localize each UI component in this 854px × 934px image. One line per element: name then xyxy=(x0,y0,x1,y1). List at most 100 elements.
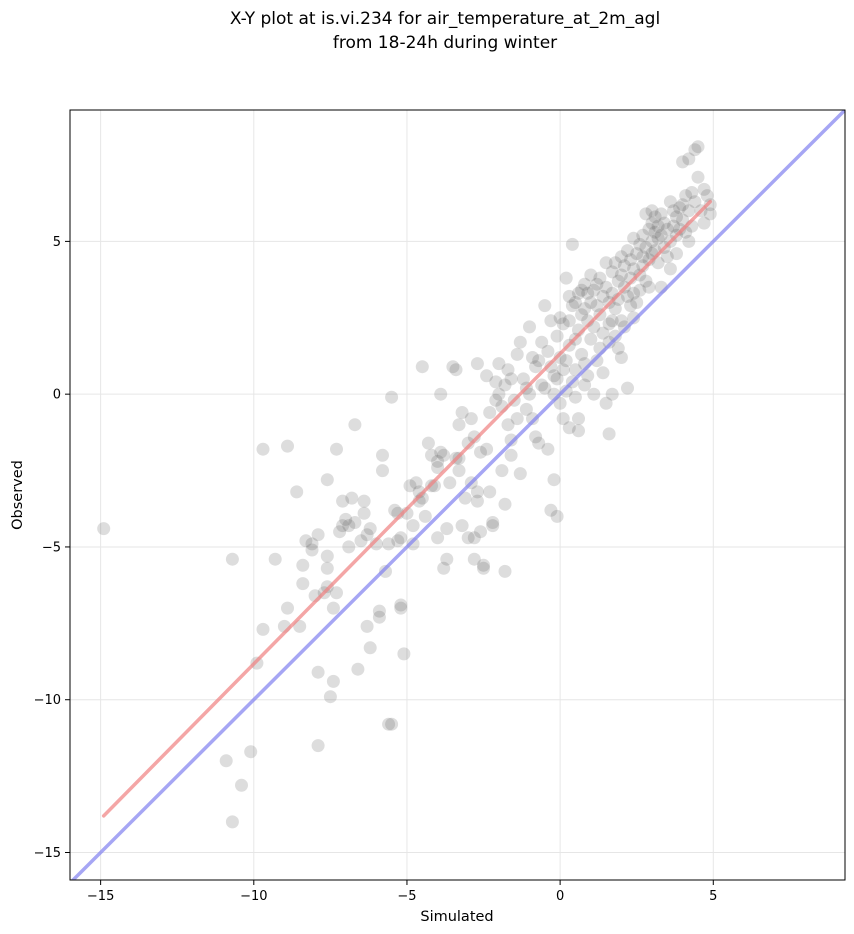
data-point-85 xyxy=(434,387,448,401)
data-point-296 xyxy=(682,204,696,218)
data-point-242 xyxy=(624,253,638,267)
data-point-155 xyxy=(541,442,555,456)
y-tick-label-0: −15 xyxy=(34,846,61,861)
data-point-129 xyxy=(498,378,512,392)
data-point-220 xyxy=(602,335,616,349)
data-point-253 xyxy=(633,283,647,297)
data-point-2 xyxy=(225,815,239,829)
data-point-273 xyxy=(654,207,668,221)
data-point-38 xyxy=(342,540,356,554)
data-point-193 xyxy=(578,277,592,291)
data-point-146 xyxy=(526,351,539,364)
data-point-203 xyxy=(587,283,601,297)
data-point-22 xyxy=(311,665,325,679)
data-point-271 xyxy=(651,231,665,245)
data-point-268 xyxy=(648,225,662,239)
data-point-255 xyxy=(636,250,650,264)
data-point-23 xyxy=(311,739,325,753)
data-point-43 xyxy=(351,662,365,676)
data-point-86 xyxy=(434,445,448,459)
data-point-228 xyxy=(608,329,622,343)
data-point-42 xyxy=(348,418,362,432)
data-point-285 xyxy=(670,210,683,224)
data-point-276 xyxy=(657,216,671,230)
data-point-174 xyxy=(559,384,573,398)
data-point-152 xyxy=(535,378,549,392)
data-point-227 xyxy=(608,302,622,316)
data-point-52 xyxy=(372,604,386,618)
x-tick-label-0: −15 xyxy=(87,889,114,904)
data-point-27 xyxy=(320,549,334,563)
data-point-260 xyxy=(642,222,656,236)
data-point-19 xyxy=(305,543,319,557)
data-point-40 xyxy=(345,491,359,505)
data-point-97 xyxy=(452,418,466,432)
data-point-9 xyxy=(268,552,282,566)
data-point-64 xyxy=(394,531,408,545)
data-point-26 xyxy=(320,561,334,575)
data-point-91 xyxy=(443,476,457,490)
data-point-233 xyxy=(614,268,628,282)
data-point-32 xyxy=(330,586,343,600)
fit-line xyxy=(101,199,712,818)
data-point-55 xyxy=(376,464,389,478)
data-point-301 xyxy=(688,195,702,209)
data-point-33 xyxy=(330,442,343,456)
data-point-151 xyxy=(535,335,549,349)
data-point-31 xyxy=(326,674,340,688)
data-point-248 xyxy=(627,311,641,325)
data-point-139 xyxy=(513,335,527,349)
data-point-48 xyxy=(360,619,374,633)
data-point-205 xyxy=(587,387,601,401)
data-point-246 xyxy=(627,262,641,276)
data-point-34 xyxy=(333,525,347,539)
data-point-15 xyxy=(290,485,304,499)
data-point-66 xyxy=(394,601,408,615)
data-point-216 xyxy=(599,280,613,294)
data-point-118 xyxy=(483,485,497,499)
data-point-147 xyxy=(529,360,543,374)
data-point-180 xyxy=(565,299,579,313)
data-point-99 xyxy=(455,519,469,533)
data-point-89 xyxy=(440,552,454,566)
data-point-142 xyxy=(519,402,533,416)
data-point-149 xyxy=(532,354,546,368)
data-point-3 xyxy=(219,754,233,768)
data-point-201 xyxy=(584,296,598,309)
data-point-36 xyxy=(336,494,350,508)
axis-ticks: −15 −10 −5 0 5 −15 −10 −5 0 5 xyxy=(34,235,718,904)
data-point-306 xyxy=(697,216,711,230)
data-point-219 xyxy=(602,317,616,331)
x-tick-label-3: 0 xyxy=(556,889,564,904)
data-point-128 xyxy=(498,497,512,511)
data-point-76 xyxy=(415,360,429,374)
data-point-70 xyxy=(406,537,420,551)
data-point-7 xyxy=(256,622,270,636)
data-point-67 xyxy=(397,647,411,661)
data-point-47 xyxy=(360,528,374,542)
data-point-162 xyxy=(547,473,561,487)
data-point-257 xyxy=(639,207,653,221)
data-point-188 xyxy=(572,412,585,426)
data-point-293 xyxy=(679,189,693,203)
data-points xyxy=(97,140,717,829)
data-point-84 xyxy=(431,531,445,545)
data-point-212 xyxy=(596,289,610,303)
data-point-240 xyxy=(621,289,634,303)
data-point-265 xyxy=(645,234,659,248)
data-point-208 xyxy=(590,354,604,368)
data-point-179 xyxy=(565,237,579,251)
data-point-164 xyxy=(550,372,564,386)
data-point-173 xyxy=(559,354,573,368)
identity-line xyxy=(70,110,845,880)
data-point-115 xyxy=(480,442,494,456)
data-point-109 xyxy=(470,485,484,499)
data-point-207 xyxy=(590,299,604,313)
data-point-143 xyxy=(523,387,536,401)
data-point-53 xyxy=(372,610,386,624)
data-point-213 xyxy=(596,326,610,340)
data-point-30 xyxy=(326,601,340,615)
data-point-154 xyxy=(538,381,552,395)
data-point-274 xyxy=(654,228,668,242)
